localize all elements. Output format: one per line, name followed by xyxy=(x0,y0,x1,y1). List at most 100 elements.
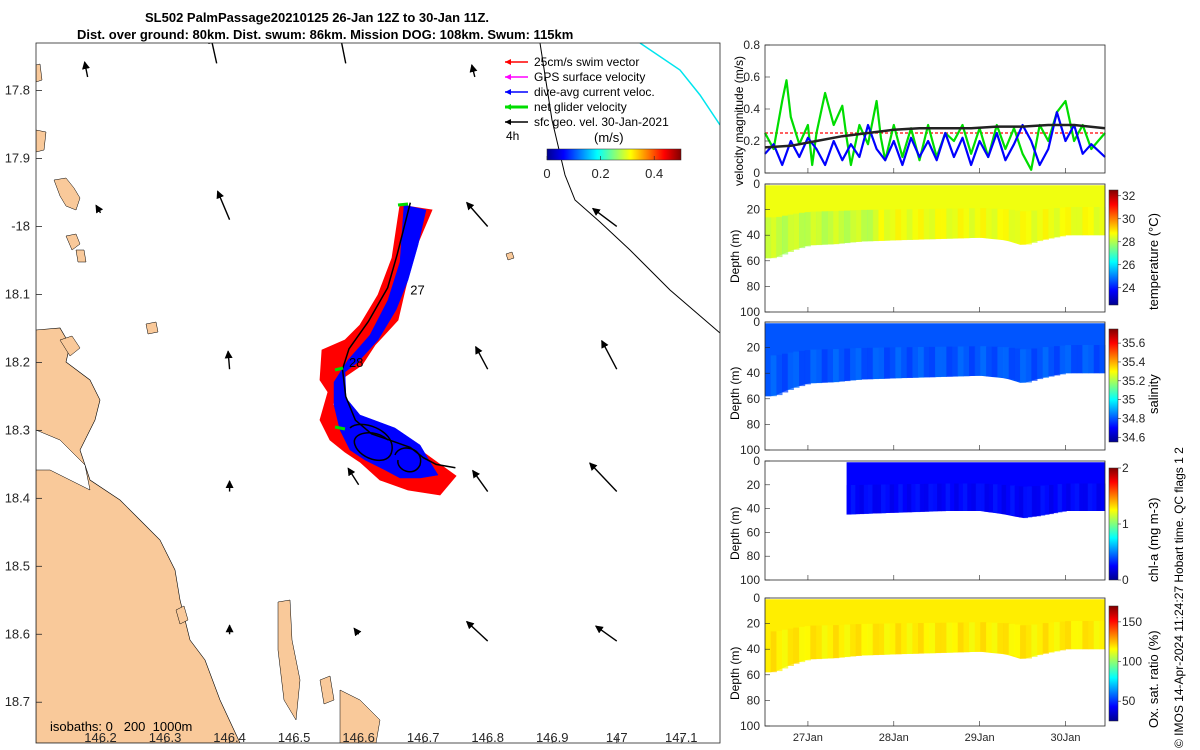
salinity-band xyxy=(906,347,913,378)
oxygen-band xyxy=(833,625,840,659)
chla-y-tick-label: 80 xyxy=(747,549,761,563)
legend-arrowhead xyxy=(505,74,511,80)
temperature-band xyxy=(1031,210,1038,243)
salinity-y-tick-label: 100 xyxy=(740,443,760,457)
velocity-line xyxy=(764,111,1106,167)
salinity-panel: 0 20 40 60 80 100 34.6 34.8 35 35.2 35.4 35.6 xyxy=(740,315,1146,457)
oxygen-frame xyxy=(764,597,1106,727)
temperature-band xyxy=(821,211,828,245)
chla-band xyxy=(855,484,860,515)
oxygen-band xyxy=(1020,625,1027,659)
temperature-band xyxy=(957,208,964,239)
map-y-tick-label: 18.5 xyxy=(5,558,30,573)
geo-velocity-arrow xyxy=(82,61,90,78)
temperature-band xyxy=(1020,211,1027,245)
temperature-band xyxy=(861,209,868,242)
salinity-band xyxy=(969,346,976,376)
temperature-band xyxy=(1003,209,1010,240)
map-x-tick-label: 147 xyxy=(606,730,628,745)
geo-velocity-arrow xyxy=(340,43,347,64)
salinity-band xyxy=(1093,345,1100,374)
temperature-y-tick-label: 0 xyxy=(753,177,760,191)
geo-velocity-arrow xyxy=(469,64,478,78)
map-y-tick-label: 18.2 xyxy=(5,354,30,369)
chla-band xyxy=(1092,483,1097,511)
temperature-band xyxy=(1008,209,1015,242)
salinity-band xyxy=(799,350,806,387)
salinity-y-tick-label: 60 xyxy=(747,392,761,406)
legend-arrowhead xyxy=(505,119,511,125)
chla-colorbar-tick-label: 2 xyxy=(1122,461,1129,475)
chla-band xyxy=(919,483,925,512)
legend-arrowhead xyxy=(505,89,511,95)
velocity-y-tick-label: 0.2 xyxy=(743,134,760,148)
chla-depth-label: Depth (m) xyxy=(728,506,742,560)
temperature-band xyxy=(884,209,891,241)
chla-band xyxy=(911,484,916,513)
oxygen-band xyxy=(884,623,891,655)
oxygen-band xyxy=(1065,621,1072,650)
chla-band xyxy=(949,483,955,511)
colorbar-title: (m/s) xyxy=(594,130,624,145)
chla-band xyxy=(863,484,869,514)
chla-band xyxy=(997,484,1003,514)
map-colorbar xyxy=(546,148,682,161)
temperature-band xyxy=(912,209,919,240)
temperature-colorbar xyxy=(1108,189,1119,306)
chla-band xyxy=(859,484,865,515)
chla-band xyxy=(993,484,998,513)
legend-label: sfc geo. vel. 30-Jan-2021 xyxy=(534,115,669,129)
temperature-band xyxy=(787,214,794,252)
chla-band xyxy=(1031,486,1037,517)
oxygen-band xyxy=(946,622,953,653)
chla-colorbar-tick-label: 1 xyxy=(1122,517,1129,531)
salinity-band xyxy=(782,353,789,393)
salinity-band xyxy=(986,346,993,377)
chla-y-tick-label: 0 xyxy=(753,454,760,468)
oxygen-band xyxy=(1082,621,1089,650)
chla-band xyxy=(872,484,878,514)
chla-y-tick-label: 20 xyxy=(747,478,761,492)
oxygen-band xyxy=(799,626,806,663)
temperature-cbar-label: temperature (°C) xyxy=(1146,213,1161,310)
oxygen-band xyxy=(855,624,862,656)
oxygen-y-tick-label: 60 xyxy=(747,668,761,682)
salinity-band xyxy=(770,355,777,397)
map-x-tick-label: 146.5 xyxy=(278,730,311,745)
geo-velocity-arrow xyxy=(601,339,618,370)
temperature-frame xyxy=(764,183,1106,313)
oxygen-y-tick-label: 20 xyxy=(747,617,761,631)
salinity-band xyxy=(1008,347,1015,380)
salinity-band xyxy=(940,346,947,377)
oxygen-band xyxy=(861,623,868,656)
chla-band xyxy=(893,484,899,513)
salinity-y-tick-label: 40 xyxy=(747,366,761,380)
salinity-colorbar-tick-label: 35 xyxy=(1122,393,1136,407)
temperature-band xyxy=(855,210,862,242)
map-y-tick-label: -18 xyxy=(11,218,30,233)
isobath-200m xyxy=(639,43,720,126)
oxygen-y-tick-label: 0 xyxy=(753,591,760,605)
salinity-band xyxy=(1025,349,1032,383)
salinity-band xyxy=(878,347,885,379)
salinity-band xyxy=(1042,347,1049,378)
temperature-band xyxy=(895,209,902,241)
oxygen-colorbar-tick-label: 100 xyxy=(1122,655,1142,669)
oxygen-colorbar-tick-label: 150 xyxy=(1122,615,1142,629)
salinity-band xyxy=(952,346,959,377)
map-y-tick-label: 18.1 xyxy=(5,286,30,301)
velocity-line xyxy=(764,123,1106,149)
temperature-colorbar-tick-label: 28 xyxy=(1122,235,1136,249)
oxygen-band xyxy=(1014,624,1021,657)
chla-band xyxy=(958,483,964,511)
oxygen-band xyxy=(1037,623,1044,656)
map-x-tick-label: 146.6 xyxy=(342,730,375,745)
velocity-panel: 0 0.2 0.4 0.6 0.8 xyxy=(743,38,1106,180)
oxygen-band xyxy=(844,624,851,658)
chla-band xyxy=(898,484,904,513)
salinity-band xyxy=(833,349,840,383)
map-x-tick-label: 146.7 xyxy=(407,730,440,745)
oxygen-cbar-label: Ox. sat. ratio (%) xyxy=(1146,630,1161,728)
